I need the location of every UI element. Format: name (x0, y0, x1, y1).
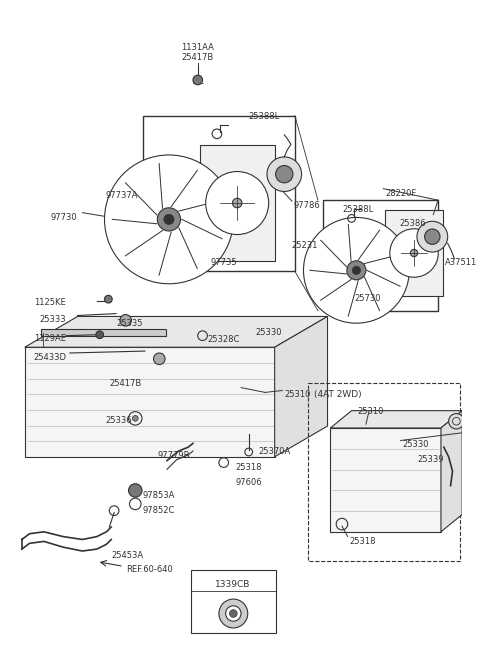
Circle shape (449, 413, 464, 429)
Bar (143, 115, 295, 272)
Circle shape (425, 229, 440, 245)
Text: 1131AA: 1131AA (181, 43, 214, 52)
Bar (323, 200, 438, 311)
Circle shape (352, 266, 360, 275)
Text: 25453A: 25453A (111, 551, 144, 560)
Bar (191, 570, 276, 633)
Text: 97786: 97786 (294, 201, 321, 210)
Text: 25318: 25318 (349, 537, 376, 546)
Text: 25335: 25335 (116, 319, 143, 329)
Circle shape (390, 229, 438, 277)
Bar (200, 146, 275, 260)
Text: (4AT 2WD): (4AT 2WD) (314, 390, 362, 400)
Text: 25339: 25339 (417, 455, 444, 464)
Text: 25370A: 25370A (258, 447, 290, 456)
Bar (385, 210, 443, 297)
Text: 25388L: 25388L (249, 112, 280, 121)
Text: 97852C: 97852C (143, 506, 175, 515)
Text: 25328C: 25328C (207, 335, 240, 344)
Text: 1129AE: 1129AE (34, 334, 66, 343)
Text: 97735: 97735 (210, 258, 237, 267)
Circle shape (219, 599, 248, 628)
Bar (308, 383, 460, 561)
Circle shape (132, 415, 138, 421)
Circle shape (276, 165, 293, 183)
Circle shape (157, 208, 180, 231)
Polygon shape (25, 347, 275, 457)
Circle shape (226, 605, 241, 621)
Circle shape (417, 221, 448, 252)
Circle shape (410, 249, 418, 256)
Text: 97606: 97606 (235, 478, 262, 487)
Circle shape (267, 157, 301, 192)
Text: 97737A: 97737A (106, 190, 138, 199)
Text: 25417B: 25417B (109, 379, 142, 388)
Circle shape (232, 198, 242, 208)
Circle shape (120, 314, 132, 326)
Circle shape (193, 75, 203, 85)
Text: 25318: 25318 (235, 462, 262, 472)
Circle shape (229, 609, 237, 617)
Bar (41, 329, 166, 337)
Text: REF.60-640: REF.60-640 (126, 565, 172, 575)
Text: 25388L: 25388L (342, 205, 373, 214)
Text: A37511: A37511 (445, 258, 477, 267)
Polygon shape (275, 316, 327, 457)
Circle shape (105, 295, 112, 303)
Circle shape (105, 155, 233, 284)
Text: 97730: 97730 (51, 213, 78, 222)
Polygon shape (441, 411, 462, 532)
Circle shape (206, 171, 269, 235)
Text: 97853A: 97853A (143, 491, 175, 501)
Circle shape (129, 483, 142, 497)
Text: 25386: 25386 (400, 219, 426, 228)
Text: 25330: 25330 (403, 440, 429, 449)
Text: 1125KE: 1125KE (34, 298, 66, 307)
Text: 25330: 25330 (255, 328, 282, 337)
Polygon shape (330, 411, 462, 428)
Text: 28220F: 28220F (385, 189, 417, 197)
Polygon shape (25, 316, 327, 347)
Polygon shape (330, 428, 441, 532)
Text: 25231: 25231 (291, 241, 318, 251)
Text: 97779B: 97779B (157, 451, 190, 460)
Text: 25310: 25310 (284, 390, 311, 400)
Circle shape (164, 215, 174, 224)
Text: 25336: 25336 (106, 417, 132, 426)
Circle shape (154, 353, 165, 365)
Text: 25730: 25730 (354, 295, 381, 303)
Circle shape (96, 331, 104, 338)
Text: 25433D: 25433D (33, 353, 66, 362)
Circle shape (347, 261, 366, 280)
Text: 25417B: 25417B (181, 53, 214, 62)
Circle shape (303, 217, 409, 323)
Text: 25333: 25333 (39, 314, 66, 323)
Text: 1339CB: 1339CB (215, 580, 250, 589)
Text: 25310: 25310 (358, 407, 384, 416)
